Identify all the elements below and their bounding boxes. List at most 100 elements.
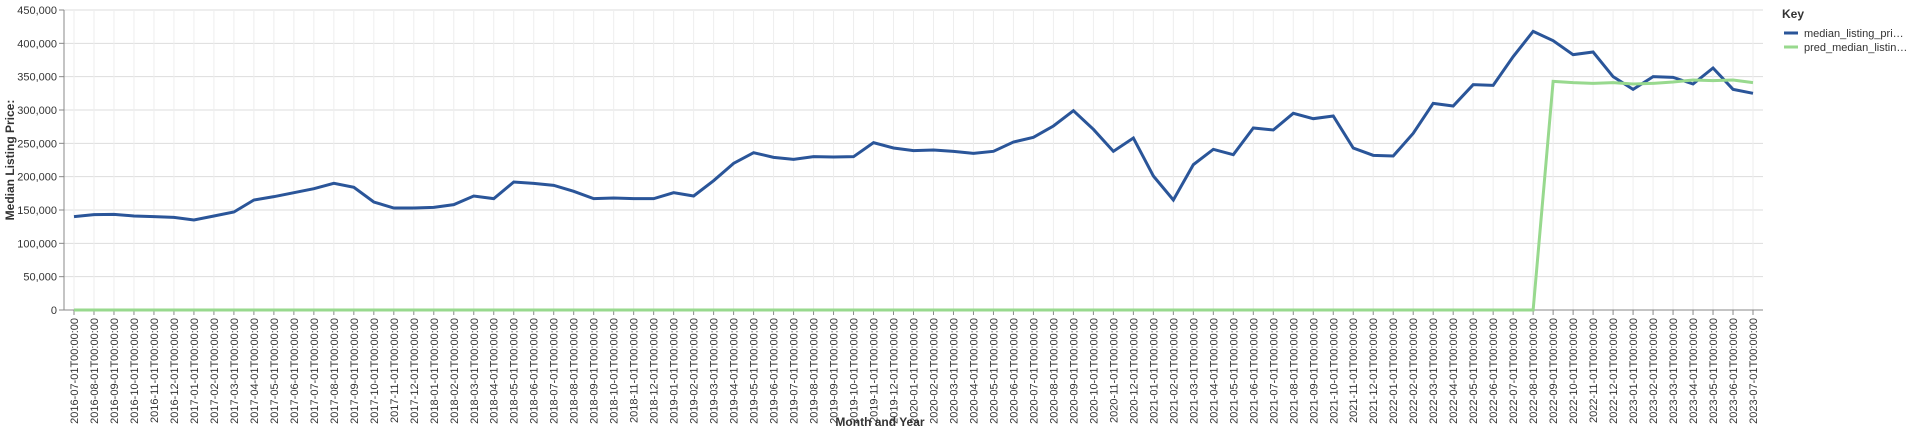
x-tick-label: 2020-09-01T00:00:00 — [1068, 318, 1080, 424]
x-tick-label: 2016-07-01T00:00:00 — [69, 318, 81, 424]
x-tick-label: 2017-01-01T00:00:00 — [189, 318, 201, 424]
x-tick-label: 2019-02-01T00:00:00 — [689, 318, 701, 424]
x-tick-label: 2021-04-01T00:00:00 — [1208, 318, 1220, 424]
y-tick-label: 250,000 — [17, 138, 57, 150]
x-tick-label: 2022-03-01T00:00:00 — [1428, 318, 1440, 424]
x-tick-label: 2020-07-01T00:00:00 — [1028, 318, 1040, 424]
x-tick-label: 2022-10-01T00:00:00 — [1568, 318, 1580, 424]
y-tick-label: 450,000 — [17, 5, 57, 17]
x-tick-label: 2018-05-01T00:00:00 — [509, 318, 521, 424]
x-tick-label: 2018-11-01T00:00:00 — [629, 318, 641, 423]
x-tick-label: 2022-02-01T00:00:00 — [1408, 318, 1420, 424]
x-tick-label: 2023-04-01T00:00:00 — [1688, 318, 1700, 424]
x-tick-label: 2018-01-01T00:00:00 — [429, 318, 441, 424]
x-tick-label: 2021-07-01T00:00:00 — [1268, 318, 1280, 424]
x-tick-label: 2020-08-01T00:00:00 — [1048, 318, 1060, 424]
x-tick-label: 2018-09-01T00:00:00 — [589, 318, 601, 424]
y-tick-label: 200,000 — [17, 172, 57, 184]
x-tick-label: 2019-05-01T00:00:00 — [749, 318, 761, 424]
x-tick-label: 2018-02-01T00:00:00 — [449, 318, 461, 424]
x-tick-label: 2016-10-01T00:00:00 — [129, 318, 141, 424]
x-tick-label: 2023-06-01T00:00:00 — [1728, 318, 1740, 424]
x-tick-label: 2018-10-01T00:00:00 — [609, 318, 621, 424]
x-tick-label: 2017-08-01T00:00:00 — [329, 318, 341, 424]
x-tick-label: 2017-02-01T00:00:00 — [209, 318, 221, 424]
x-tick-label: 2022-07-01T00:00:00 — [1508, 318, 1520, 424]
x-tick-label: 2020-05-01T00:00:00 — [988, 318, 1000, 424]
x-tick-label: 2021-10-01T00:00:00 — [1328, 318, 1340, 424]
x-tick-label: 2017-07-01T00:00:00 — [309, 318, 321, 424]
x-tick-label: 2018-08-01T00:00:00 — [569, 318, 581, 424]
x-tick-label: 2022-12-01T00:00:00 — [1608, 318, 1620, 424]
x-tick-label: 2016-11-01T00:00:00 — [149, 318, 161, 423]
x-tick-label: 2018-04-01T00:00:00 — [489, 318, 501, 424]
x-tick-label: 2019-03-01T00:00:00 — [709, 318, 721, 424]
x-tick-label: 2018-03-01T00:00:00 — [469, 318, 481, 424]
y-tick-label: 150,000 — [17, 205, 57, 217]
x-tick-label: 2017-04-01T00:00:00 — [249, 318, 261, 424]
x-tick-label: 2016-12-01T00:00:00 — [169, 318, 181, 424]
x-tick-label: 2021-11-01T00:00:00 — [1348, 318, 1360, 423]
x-tick-label: 2021-01-01T00:00:00 — [1148, 318, 1160, 424]
x-tick-label: 2022-08-01T00:00:00 — [1528, 318, 1540, 424]
x-tick-label: 2019-11-01T00:00:00 — [869, 318, 881, 423]
x-tick-label: 2016-09-01T00:00:00 — [109, 318, 121, 424]
legend-title: Key — [1782, 7, 1804, 21]
x-tick-label: 2020-03-01T00:00:00 — [948, 318, 960, 424]
x-tick-label: 2020-01-01T00:00:00 — [909, 318, 921, 424]
y-tick-label: 350,000 — [17, 72, 57, 84]
x-tick-label: 2023-01-01T00:00:00 — [1628, 318, 1640, 424]
x-tick-label: 2022-05-01T00:00:00 — [1468, 318, 1480, 424]
x-tick-label: 2018-06-01T00:00:00 — [529, 318, 541, 424]
x-tick-label: 2019-07-01T00:00:00 — [789, 318, 801, 424]
x-tick-label: 2020-04-01T00:00:00 — [968, 318, 980, 424]
series-line — [73, 29, 1754, 222]
x-tick-label: 2017-12-01T00:00:00 — [409, 318, 421, 424]
x-tick-label: 2019-12-01T00:00:00 — [889, 318, 901, 424]
x-tick-label: 2020-02-01T00:00:00 — [928, 318, 940, 424]
x-tick-label: 2023-03-01T00:00:00 — [1668, 318, 1680, 424]
x-tick-label: 2017-06-01T00:00:00 — [289, 318, 301, 424]
x-tick-label: 2020-10-01T00:00:00 — [1088, 318, 1100, 424]
x-tick-label: 2019-09-01T00:00:00 — [829, 318, 841, 424]
y-tick-label: 0 — [51, 305, 57, 317]
y-tick-label: 400,000 — [17, 38, 57, 50]
x-tick-label: 2022-09-01T00:00:00 — [1548, 318, 1560, 424]
x-tick-label: 2021-06-01T00:00:00 — [1248, 318, 1260, 424]
x-tick-label: 2020-06-01T00:00:00 — [1008, 318, 1020, 424]
x-tick-label: 2019-08-01T00:00:00 — [809, 318, 821, 424]
x-tick-label: 2017-09-01T00:00:00 — [349, 318, 361, 424]
x-axis-label: Month and Year — [835, 415, 924, 429]
x-tick-label: 2021-05-01T00:00:00 — [1228, 318, 1240, 424]
x-tick-label: 2023-07-01T00:00:00 — [1748, 318, 1760, 424]
series-line — [73, 78, 1754, 312]
x-tick-label: 2017-05-01T00:00:00 — [269, 318, 281, 424]
x-tick-label: 2021-02-01T00:00:00 — [1168, 318, 1180, 424]
x-tick-label: 2022-04-01T00:00:00 — [1448, 318, 1460, 424]
x-tick-label: 2019-06-01T00:00:00 — [769, 318, 781, 424]
legend-label: median_listing_pri… — [1804, 28, 1904, 40]
x-tick-label: 2021-08-01T00:00:00 — [1288, 318, 1300, 424]
legend-label: pred_median_listin… — [1804, 42, 1907, 54]
x-tick-label: 2016-08-01T00:00:00 — [89, 318, 101, 424]
x-tick-label: 2018-12-01T00:00:00 — [649, 318, 661, 424]
x-tick-label: 2017-11-01T00:00:00 — [389, 318, 401, 423]
y-axis-label: Median Listing Price: — [3, 100, 17, 221]
x-tick-label: 2023-05-01T00:00:00 — [1708, 318, 1720, 424]
y-tick-label: 50,000 — [23, 272, 57, 284]
x-tick-label: 2019-04-01T00:00:00 — [729, 318, 741, 424]
x-tick-label: 2023-02-01T00:00:00 — [1648, 318, 1660, 424]
x-tick-label: 2021-12-01T00:00:00 — [1368, 318, 1380, 424]
x-tick-label: 2021-09-01T00:00:00 — [1308, 318, 1320, 424]
x-tick-label: 2017-03-01T00:00:00 — [229, 318, 241, 424]
x-tick-label: 2019-10-01T00:00:00 — [849, 318, 861, 424]
x-tick-label: 2020-11-01T00:00:00 — [1108, 318, 1120, 423]
x-tick-label: 2022-11-01T00:00:00 — [1588, 318, 1600, 423]
x-tick-label: 2021-03-01T00:00:00 — [1188, 318, 1200, 424]
x-tick-label: 2020-12-01T00:00:00 — [1128, 318, 1140, 424]
x-tick-label: 2017-10-01T00:00:00 — [369, 318, 381, 424]
x-tick-label: 2018-07-01T00:00:00 — [549, 318, 561, 424]
x-tick-label: 2019-01-01T00:00:00 — [669, 318, 681, 424]
